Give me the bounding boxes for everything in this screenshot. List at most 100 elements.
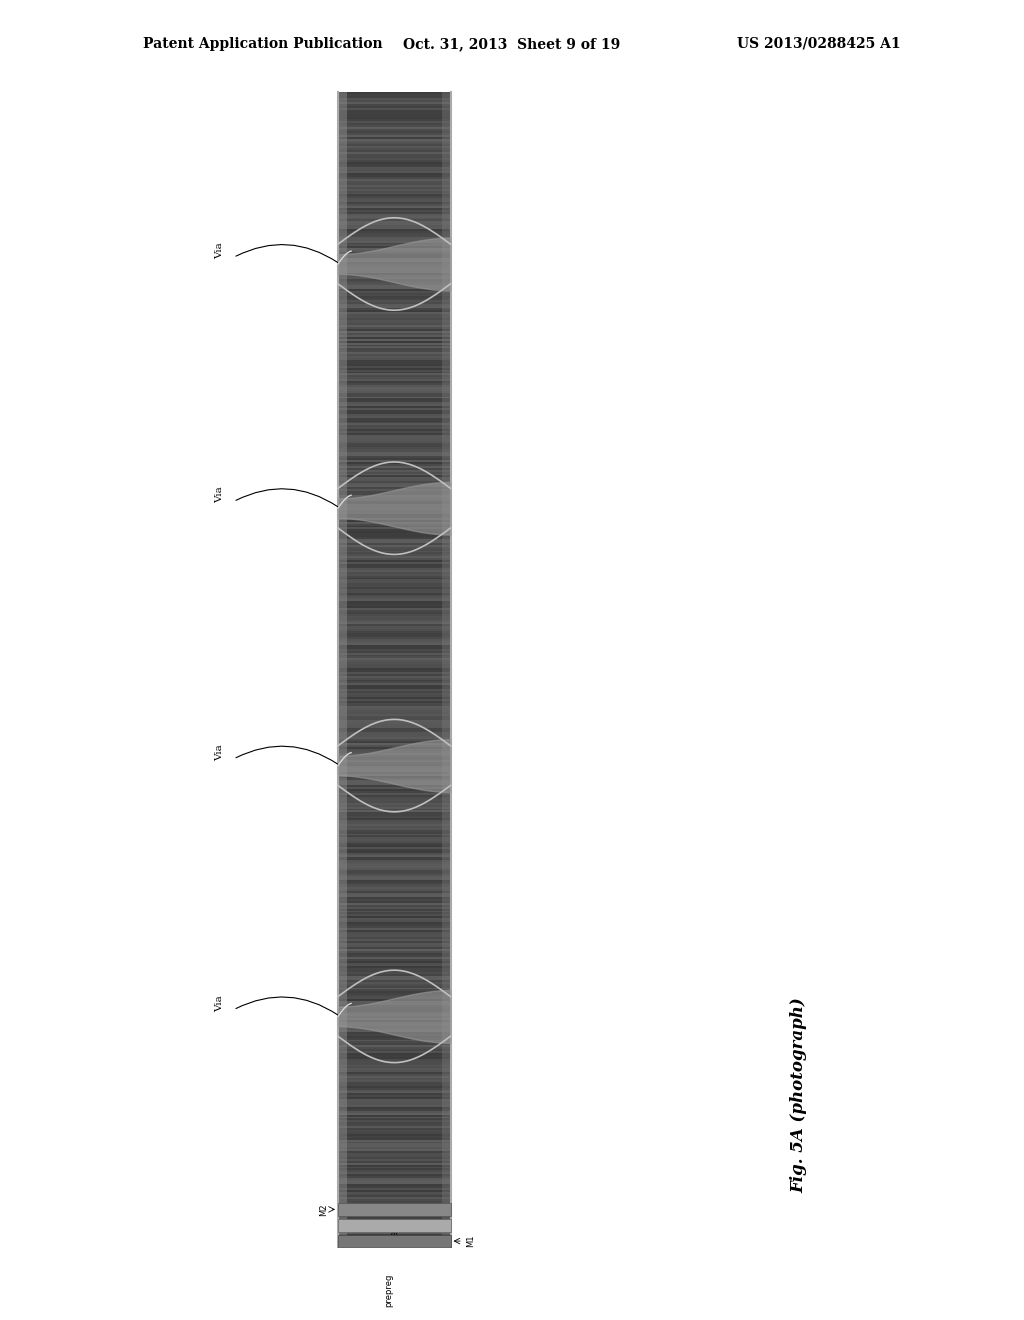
FancyBboxPatch shape (338, 771, 451, 774)
Text: Fig. 5A (photograph): Fig. 5A (photograph) (791, 998, 807, 1193)
FancyBboxPatch shape (338, 409, 451, 412)
FancyBboxPatch shape (338, 824, 451, 826)
FancyBboxPatch shape (338, 949, 451, 950)
FancyBboxPatch shape (338, 962, 451, 965)
FancyBboxPatch shape (338, 110, 451, 112)
FancyBboxPatch shape (338, 1139, 451, 1142)
FancyBboxPatch shape (338, 1080, 451, 1082)
FancyBboxPatch shape (338, 1203, 451, 1205)
FancyBboxPatch shape (338, 510, 451, 512)
FancyBboxPatch shape (338, 719, 451, 722)
FancyBboxPatch shape (338, 581, 451, 583)
FancyBboxPatch shape (338, 367, 451, 370)
FancyBboxPatch shape (338, 706, 451, 709)
FancyBboxPatch shape (338, 479, 451, 482)
FancyBboxPatch shape (338, 933, 451, 936)
FancyBboxPatch shape (338, 908, 451, 911)
FancyBboxPatch shape (338, 420, 451, 421)
FancyBboxPatch shape (338, 883, 451, 886)
FancyBboxPatch shape (338, 273, 451, 276)
FancyBboxPatch shape (338, 199, 451, 202)
FancyBboxPatch shape (338, 874, 451, 876)
FancyBboxPatch shape (338, 644, 451, 647)
FancyBboxPatch shape (338, 758, 451, 760)
FancyBboxPatch shape (338, 693, 451, 694)
FancyBboxPatch shape (338, 985, 451, 987)
FancyBboxPatch shape (338, 762, 451, 764)
FancyBboxPatch shape (338, 677, 451, 680)
FancyBboxPatch shape (338, 103, 451, 106)
FancyBboxPatch shape (338, 1181, 451, 1184)
FancyBboxPatch shape (338, 132, 451, 135)
FancyBboxPatch shape (338, 585, 451, 587)
FancyBboxPatch shape (338, 462, 451, 463)
FancyBboxPatch shape (338, 107, 451, 110)
FancyBboxPatch shape (338, 686, 451, 689)
FancyBboxPatch shape (338, 714, 451, 715)
FancyBboxPatch shape (338, 140, 451, 143)
FancyBboxPatch shape (338, 470, 451, 471)
FancyBboxPatch shape (338, 800, 451, 803)
FancyBboxPatch shape (338, 546, 451, 549)
FancyBboxPatch shape (338, 818, 451, 820)
FancyBboxPatch shape (338, 896, 451, 899)
FancyBboxPatch shape (338, 1093, 451, 1096)
FancyBboxPatch shape (338, 425, 451, 428)
FancyBboxPatch shape (338, 748, 451, 751)
FancyBboxPatch shape (338, 541, 451, 543)
FancyBboxPatch shape (338, 92, 451, 1247)
FancyBboxPatch shape (338, 857, 451, 858)
FancyBboxPatch shape (338, 533, 451, 535)
FancyBboxPatch shape (338, 631, 451, 634)
FancyBboxPatch shape (338, 1060, 451, 1063)
FancyBboxPatch shape (338, 523, 451, 525)
FancyBboxPatch shape (338, 895, 451, 898)
FancyBboxPatch shape (338, 308, 451, 310)
FancyBboxPatch shape (338, 733, 451, 735)
FancyBboxPatch shape (338, 235, 451, 236)
FancyBboxPatch shape (338, 970, 451, 972)
FancyBboxPatch shape (338, 290, 451, 293)
FancyBboxPatch shape (338, 900, 451, 903)
FancyBboxPatch shape (338, 152, 451, 154)
FancyBboxPatch shape (338, 309, 451, 312)
FancyBboxPatch shape (338, 636, 451, 639)
FancyBboxPatch shape (338, 664, 451, 667)
FancyBboxPatch shape (338, 661, 451, 664)
FancyBboxPatch shape (338, 342, 451, 345)
FancyBboxPatch shape (338, 710, 451, 713)
FancyBboxPatch shape (338, 972, 451, 974)
FancyBboxPatch shape (338, 879, 451, 882)
FancyBboxPatch shape (338, 743, 451, 744)
FancyBboxPatch shape (338, 177, 451, 180)
FancyBboxPatch shape (338, 1173, 451, 1176)
FancyBboxPatch shape (338, 269, 451, 272)
FancyBboxPatch shape (338, 429, 451, 432)
FancyBboxPatch shape (338, 1144, 451, 1147)
FancyBboxPatch shape (338, 1212, 451, 1214)
FancyBboxPatch shape (338, 174, 451, 177)
FancyBboxPatch shape (338, 829, 451, 832)
FancyBboxPatch shape (338, 346, 451, 348)
FancyBboxPatch shape (338, 858, 451, 861)
FancyBboxPatch shape (338, 999, 451, 1001)
FancyBboxPatch shape (338, 508, 451, 510)
FancyBboxPatch shape (338, 285, 451, 286)
FancyBboxPatch shape (338, 1203, 451, 1216)
FancyBboxPatch shape (338, 871, 451, 874)
FancyBboxPatch shape (338, 787, 451, 789)
FancyBboxPatch shape (338, 1067, 451, 1068)
FancyBboxPatch shape (338, 812, 451, 814)
FancyBboxPatch shape (338, 821, 451, 824)
FancyBboxPatch shape (338, 689, 451, 692)
FancyBboxPatch shape (338, 968, 451, 970)
FancyBboxPatch shape (338, 517, 451, 520)
FancyBboxPatch shape (338, 1220, 451, 1222)
FancyBboxPatch shape (338, 473, 451, 475)
FancyBboxPatch shape (338, 404, 451, 407)
FancyBboxPatch shape (338, 708, 451, 710)
FancyBboxPatch shape (338, 294, 451, 297)
FancyBboxPatch shape (338, 640, 451, 643)
FancyBboxPatch shape (338, 729, 451, 731)
FancyBboxPatch shape (338, 537, 451, 539)
